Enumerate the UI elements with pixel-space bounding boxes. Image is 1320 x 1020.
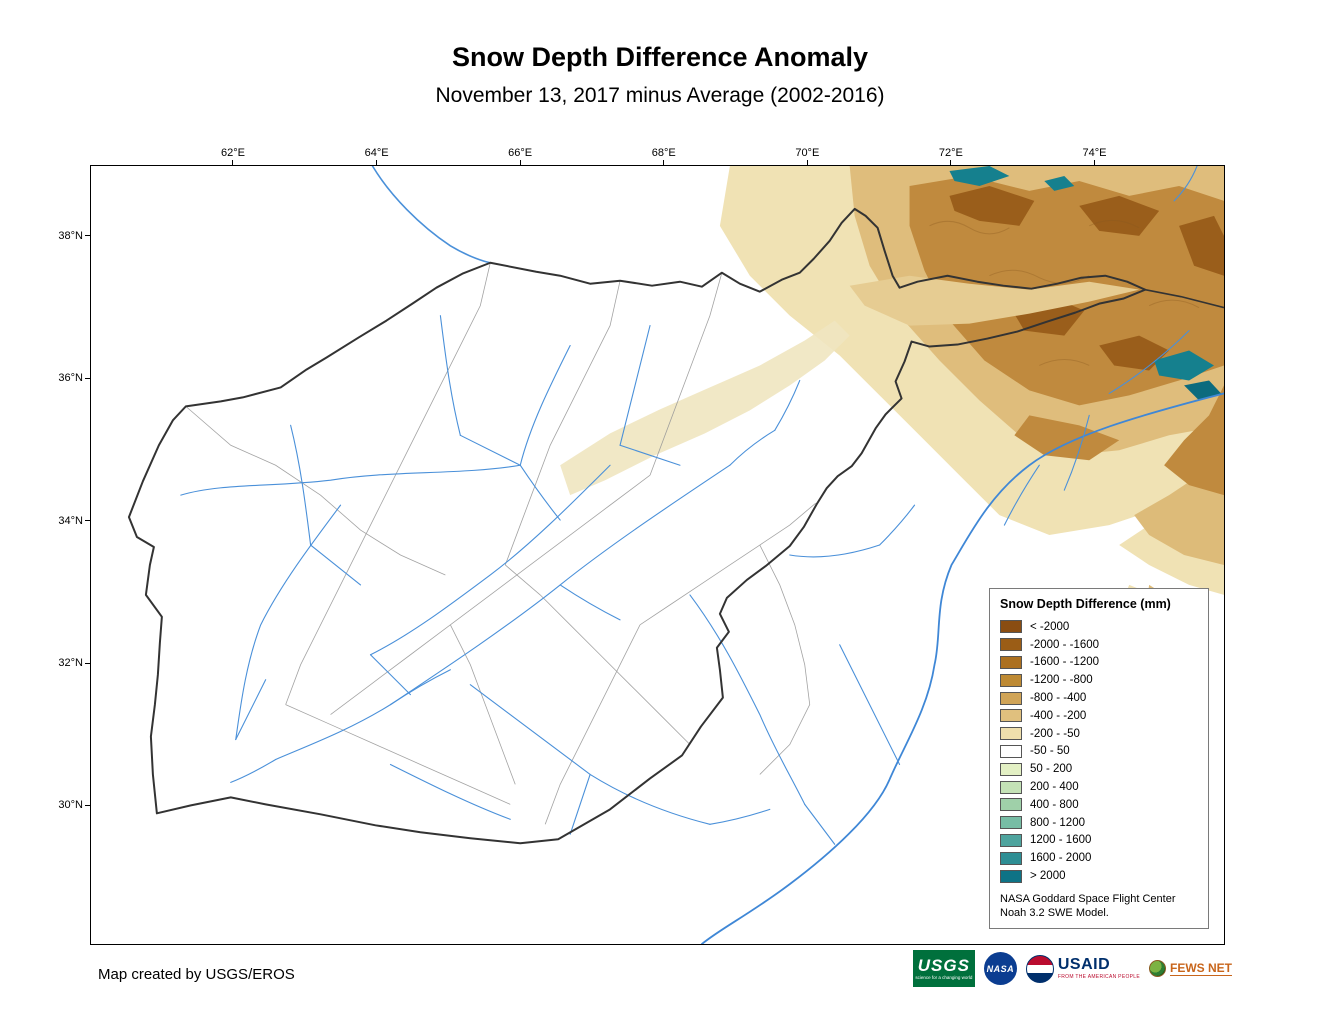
credit-text: Map created by USGS/EROS	[98, 966, 295, 983]
legend-swatch	[1000, 709, 1022, 723]
legend-entry: 200 - 400	[1000, 778, 1198, 796]
legend-entry: -400 - -200	[1000, 707, 1198, 725]
legend-swatch	[1000, 744, 1022, 758]
lon-tick-label: 62°E	[221, 147, 245, 165]
legend-entry: 1600 - 2000	[1000, 849, 1198, 867]
legend-entry: -800 - -400	[1000, 689, 1198, 707]
lon-tick-label: 74°E	[1082, 147, 1106, 165]
legend-label: -1600 - -1200	[1030, 656, 1100, 669]
lon-tick-label: 64°E	[365, 147, 389, 165]
legend-swatch	[1000, 851, 1022, 865]
positive-anomaly-layer	[949, 166, 1222, 401]
legend-footnote: NASA Goddard Space Flight Center Noah 3.…	[1000, 892, 1198, 921]
legend-label: 1600 - 2000	[1030, 852, 1092, 865]
legend-swatch	[1000, 869, 1022, 883]
map-canvas: Snow Depth Difference (mm) < -2000 -2000 …	[90, 165, 1225, 945]
lat-tick-label: 32°N	[58, 657, 90, 669]
legend-entry: -200 - -50	[1000, 725, 1198, 743]
legend-label: 400 - 800	[1030, 798, 1079, 811]
legend-entry: 400 - 800	[1000, 796, 1198, 814]
lon-tick-label: 70°E	[795, 147, 819, 165]
terrain-layer	[560, 166, 1224, 655]
lon-tick-label: 72°E	[939, 147, 963, 165]
legend-swatch	[1000, 780, 1022, 794]
legend-entry: -50 - 50	[1000, 743, 1198, 761]
legend-label: -50 - 50	[1030, 745, 1070, 758]
fewsnet-logo: FEWS NET	[1149, 960, 1232, 977]
country-border	[127, 207, 1224, 845]
legend-entry: -1200 - -800	[1000, 671, 1198, 689]
legend-footnote-line1: NASA Goddard Space Flight Center	[1000, 892, 1176, 905]
legend-swatch	[1000, 620, 1022, 634]
lat-tick-label: 34°N	[58, 515, 90, 527]
legend-entries: < -2000 -2000 - -1600 -1600 - -1200 -1200 -…	[1000, 618, 1198, 885]
map-svg	[127, 166, 1224, 944]
logo-bar: USGS science for a changing world NASA U…	[912, 950, 1232, 987]
legend-label: 50 - 200	[1030, 763, 1073, 776]
lat-tick-label: 38°N	[58, 230, 90, 242]
legend-title: Snow Depth Difference (mm)	[1000, 597, 1171, 611]
usaid-logo-text: USAID	[1057, 956, 1111, 973]
lat-tick-label: 30°N	[58, 799, 90, 811]
legend-entry: 1200 - 1600	[1000, 832, 1198, 850]
page-title: Snow Depth Difference Anomaly	[451, 42, 869, 72]
legend-label: -200 - -50	[1030, 727, 1080, 740]
legend-entry: 50 - 200	[1000, 760, 1198, 778]
legend-entry: 800 - 1200	[1000, 814, 1198, 832]
lon-tick-label: 68°E	[652, 147, 676, 165]
legend-swatch	[1000, 727, 1022, 741]
rivers-layer	[180, 166, 1224, 944]
legend-swatch	[1000, 691, 1022, 705]
legend-label: 200 - 400	[1030, 781, 1079, 794]
nasa-logo-text: NASA	[986, 963, 1015, 974]
legend-swatch	[1000, 673, 1022, 687]
legend-entry: -2000 - -1600	[1000, 636, 1198, 654]
legend-label: < -2000	[1030, 620, 1070, 633]
usaid-logo: USAID FROM THE AMERICAN PEOPLE	[1025, 954, 1140, 983]
legend-swatch	[1000, 762, 1022, 776]
legend-entry: -1600 - -1200	[1000, 654, 1198, 672]
legend-swatch	[1000, 655, 1022, 669]
legend-swatch	[1000, 833, 1022, 847]
province-borders-layer	[185, 262, 816, 825]
latitude-axis: 38°N 36°N 34°N 32°N 30°N	[44, 165, 90, 945]
legend-label: -800 - -400	[1030, 692, 1087, 705]
lon-tick-label: 66°E	[508, 147, 532, 165]
legend: Snow Depth Difference (mm) < -2000 -2000 …	[989, 588, 1209, 929]
legend-label: 800 - 1200	[1030, 816, 1085, 829]
usgs-logo: USGS science for a changing world	[912, 950, 975, 987]
legend-entry: > 2000	[1000, 867, 1198, 885]
usgs-logo-tagline: science for a changing world	[915, 974, 973, 980]
legend-swatch	[1000, 816, 1022, 830]
legend-label: -400 - -200	[1030, 709, 1087, 722]
usgs-logo-text: USGS	[917, 955, 970, 975]
legend-label: > 2000	[1030, 870, 1066, 883]
legend-label: 1200 - 1600	[1030, 834, 1092, 847]
nasa-logo: NASA	[983, 952, 1017, 985]
legend-swatch	[1000, 798, 1022, 812]
legend-label: -2000 - -1600	[1030, 638, 1100, 651]
globe-icon	[1149, 960, 1166, 977]
legend-footnote-line2: Noah 3.2 SWE Model.	[1000, 907, 1109, 920]
legend-swatch	[1000, 638, 1022, 652]
fewsnet-logo-text: FEWS NET	[1170, 961, 1232, 976]
legend-entry: < -2000	[1000, 618, 1198, 636]
longitude-axis: 62°E 64°E 66°E 68°E 70°E 72°E 74°E	[90, 139, 1225, 165]
page-subtitle: November 13, 2017 minus Average (2002-20…	[435, 84, 885, 107]
usaid-seal-icon	[1025, 954, 1054, 983]
legend-label: -1200 - -800	[1030, 674, 1093, 687]
usaid-logo-tagline: FROM THE AMERICAN PEOPLE	[1057, 974, 1140, 980]
lat-tick-label: 36°N	[58, 372, 90, 384]
